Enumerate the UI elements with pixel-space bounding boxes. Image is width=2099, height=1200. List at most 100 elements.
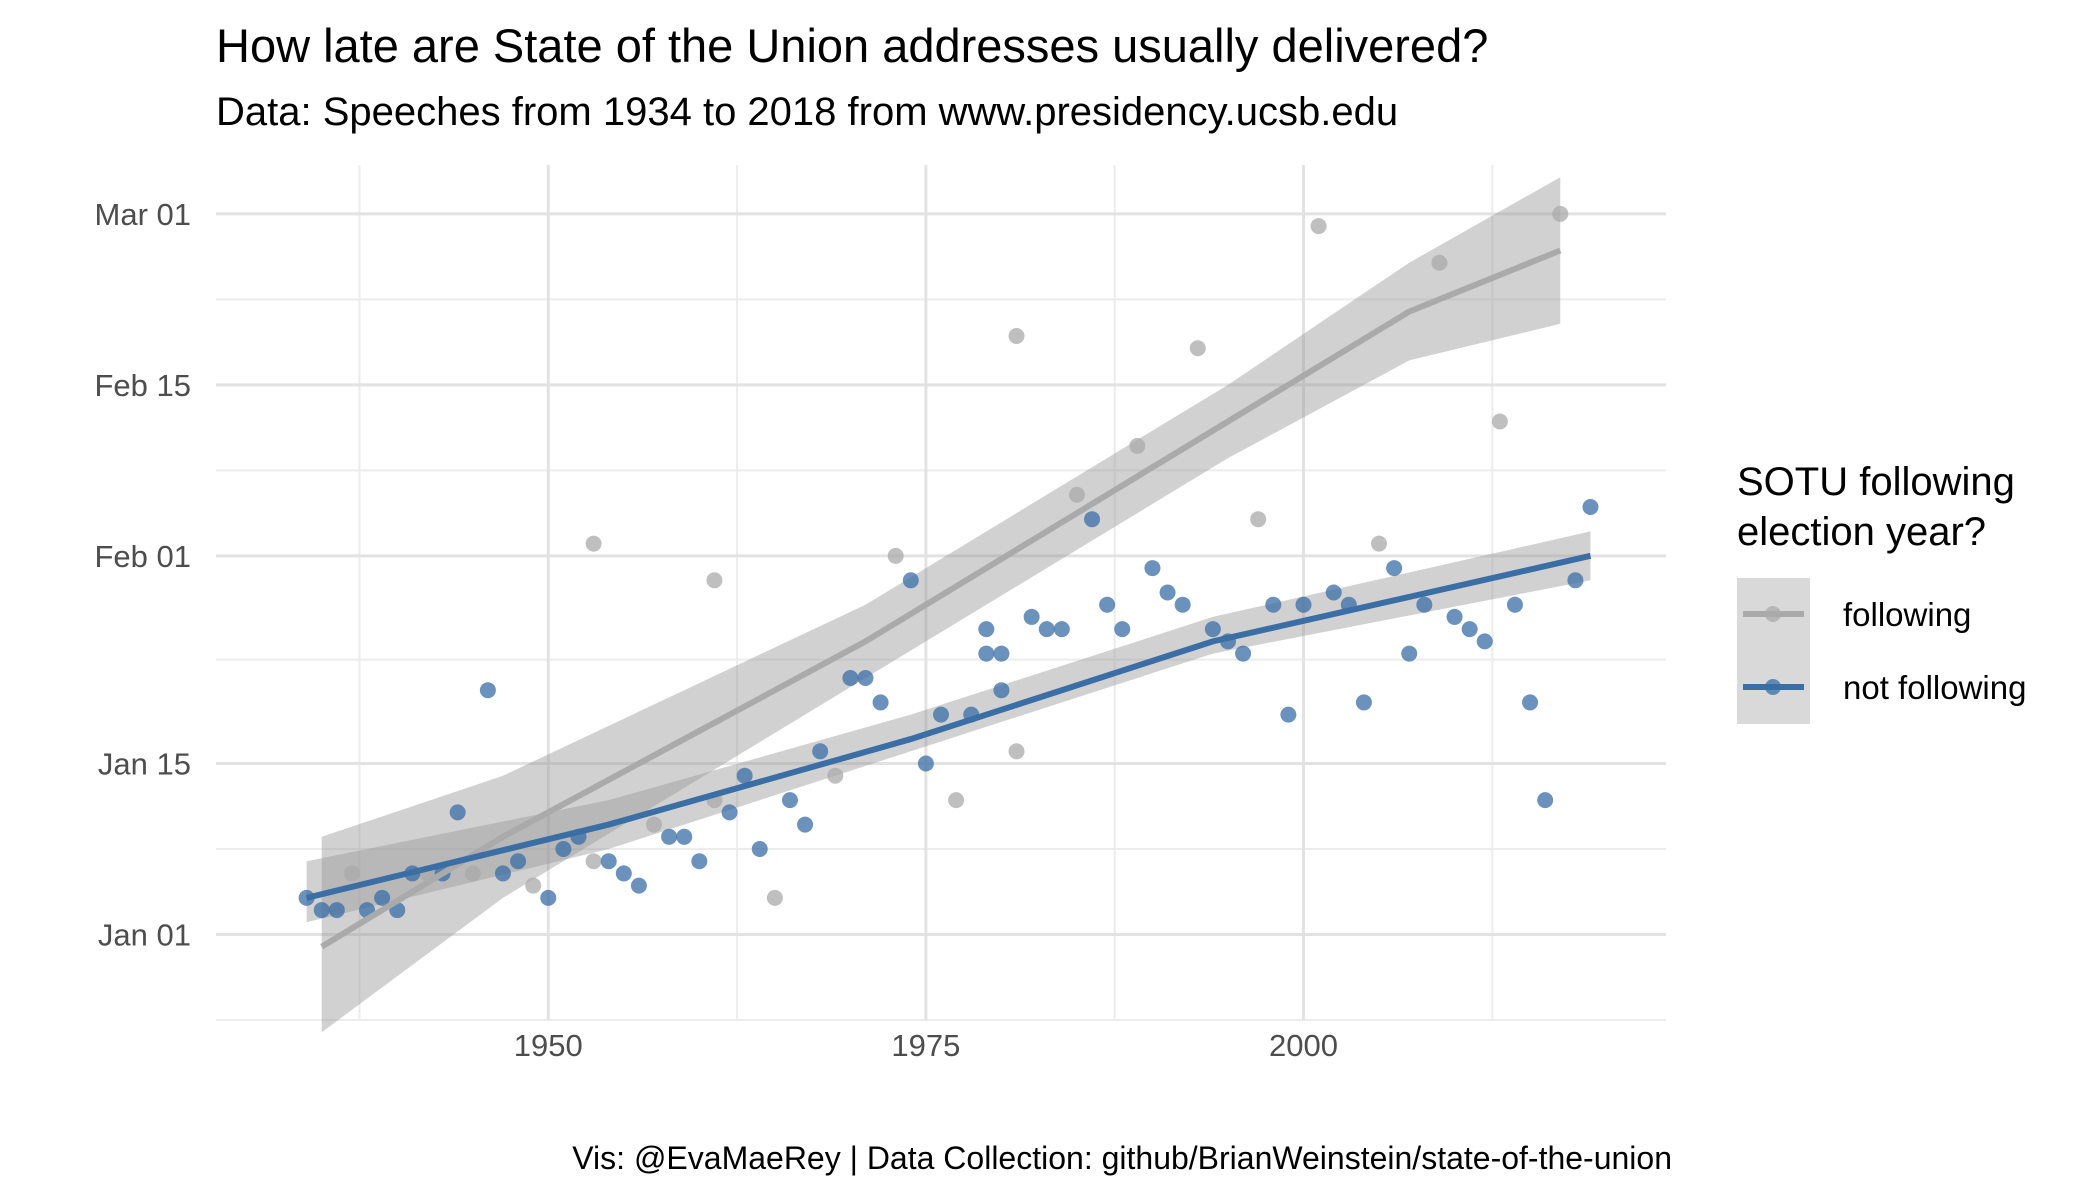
y-axis-tick-labels: Jan 01 Jan 15 Feb 01 Feb 15 Mar 01: [94, 197, 191, 953]
data-point-following: [1189, 340, 1206, 357]
y-tick-label: Feb 01: [94, 539, 191, 574]
data-point-following: [1491, 413, 1508, 430]
data-point-not-following: [1280, 706, 1297, 723]
data-point-not-following: [1038, 621, 1055, 638]
data-point-following: [585, 853, 602, 870]
data-point-not-following: [328, 902, 345, 919]
legend-title-line-1: SOTU following: [1737, 460, 2015, 504]
data-point-not-following: [721, 804, 738, 821]
data-point-not-following: [661, 828, 678, 845]
data-point-not-following: [1265, 596, 1282, 613]
minor-gridlines: [216, 165, 1666, 1021]
data-point-following: [1008, 743, 1025, 760]
data-points: [298, 205, 1599, 919]
data-point-not-following: [902, 572, 919, 589]
data-point-not-following: [1461, 621, 1478, 638]
data-point-not-following: [736, 767, 753, 784]
data-point-not-following: [857, 670, 874, 686]
data-point-not-following: [1235, 645, 1252, 662]
data-point-following: [1310, 218, 1327, 235]
data-point-not-following: [540, 889, 557, 906]
data-point-not-following: [751, 841, 768, 857]
data-point-not-following: [1114, 621, 1131, 638]
data-point-not-following: [1159, 584, 1176, 601]
data-point-not-following: [1325, 584, 1342, 601]
legend-title-line-2: election year?: [1737, 510, 1986, 554]
data-point-not-following: [993, 682, 1010, 699]
data-point-following: [887, 547, 904, 564]
data-point-not-following: [494, 865, 511, 882]
data-point-not-following: [978, 621, 995, 638]
data-point-not-following: [1582, 499, 1599, 515]
data-point-following: [646, 816, 663, 833]
y-tick-label: Jan 01: [98, 918, 191, 953]
legend: SOTU following election year? following …: [1737, 460, 2026, 724]
trend-line-not-following: [305, 552, 1592, 901]
data-point-not-following: [555, 841, 572, 857]
legend-key-not-following-point: [1765, 679, 1781, 695]
data-point-following: [1008, 328, 1025, 344]
data-point-following: [948, 792, 965, 809]
x-tick-label: 2000: [1269, 1028, 1338, 1063]
y-tick-label: Mar 01: [95, 197, 191, 232]
data-point-not-following: [842, 670, 859, 686]
data-point-not-following: [676, 828, 693, 845]
confidence-bands: [306, 177, 1591, 1033]
data-point-not-following: [1174, 596, 1191, 613]
major-gridlines: [216, 165, 1666, 1020]
data-point-not-following: [993, 645, 1010, 662]
data-point-following: [766, 889, 783, 906]
data-point-not-following: [374, 889, 391, 906]
legend-key-following-point: [1765, 606, 1781, 622]
data-point-following: [1431, 254, 1448, 271]
data-point-not-following: [1506, 596, 1523, 613]
data-point-not-following: [1401, 645, 1418, 662]
chart-title: How late are State of the Union addresse…: [216, 19, 1489, 72]
data-point-not-following: [1204, 621, 1221, 638]
data-point-following: [525, 877, 542, 894]
data-point-not-following: [872, 694, 889, 711]
data-point-not-following: [1476, 633, 1493, 650]
data-point-not-following: [1537, 792, 1554, 809]
data-point-not-following: [812, 743, 829, 760]
trend-lines: [305, 247, 1592, 950]
data-point-not-following: [510, 853, 527, 870]
x-tick-label: 1975: [891, 1028, 960, 1063]
data-point-not-following: [1295, 596, 1312, 613]
data-point-not-following: [1567, 572, 1584, 589]
y-tick-label: Feb 15: [94, 368, 191, 403]
x-tick-label: 1950: [514, 1028, 583, 1063]
legend-label-not-following: not following: [1843, 669, 2026, 706]
data-point-not-following: [1416, 596, 1433, 613]
data-point-following: [1068, 486, 1085, 503]
data-point-not-following: [917, 755, 934, 772]
data-point-not-following: [1386, 560, 1403, 577]
data-point-not-following: [797, 816, 814, 833]
data-point-following: [827, 767, 844, 784]
data-point-not-following: [933, 706, 949, 723]
chart-subtitle: Data: Speeches from 1934 to 2018 from ww…: [216, 90, 1399, 134]
data-point-not-following: [615, 865, 632, 882]
data-point-following: [464, 865, 481, 882]
legend-label-following: following: [1843, 596, 1971, 633]
data-point-following: [343, 865, 360, 882]
data-point-not-following: [1099, 596, 1116, 613]
data-point-following: [585, 535, 602, 552]
data-point-not-following: [630, 877, 647, 894]
data-point-not-following: [781, 792, 798, 809]
y-tick-label: Jan 15: [98, 747, 191, 782]
data-point-not-following: [1084, 511, 1101, 528]
data-point-not-following: [1446, 608, 1463, 625]
data-point-not-following: [1053, 621, 1070, 638]
data-point-following: [706, 572, 723, 589]
data-point-not-following: [1144, 560, 1161, 577]
data-point-not-following: [313, 902, 330, 919]
data-point-not-following: [1522, 694, 1539, 711]
trend-line-following: [320, 247, 1562, 950]
data-point-not-following: [449, 804, 466, 821]
data-point-following: [1552, 205, 1569, 222]
data-point-not-following: [600, 853, 617, 870]
data-point-not-following: [1023, 608, 1040, 625]
data-point-following: [1371, 535, 1388, 552]
